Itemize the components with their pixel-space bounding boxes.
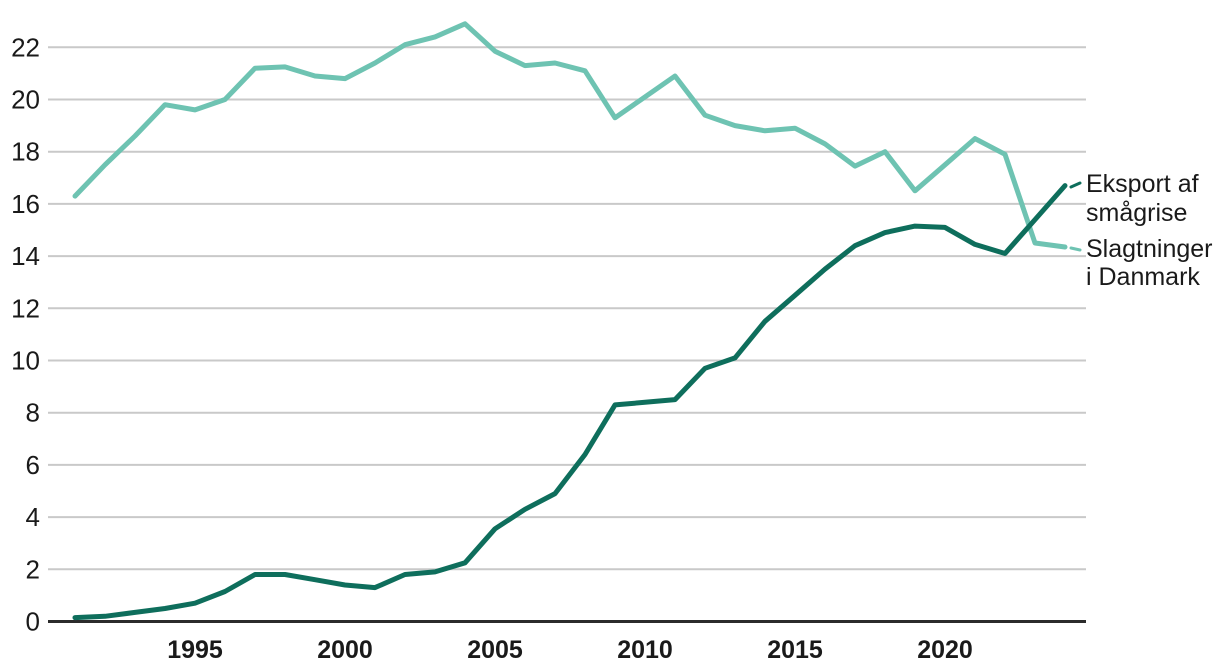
series-label-eksport-line2: smågrise — [1086, 199, 1187, 227]
x-axis-labels: 1995 2000 2005 2010 2015 2020 — [167, 636, 973, 664]
y-tick-label: 18 — [11, 137, 40, 167]
series-label-eksport-line1: Eksport af — [1086, 170, 1199, 198]
series-label-slagtninger-line2: i Danmark — [1086, 263, 1200, 291]
gridlines — [48, 46, 1086, 623]
leader-eksport-dash — [1069, 181, 1082, 189]
x-tick-label: 2000 — [317, 636, 373, 664]
series-lines — [72, 21, 1068, 621]
y-tick-label: 22 — [11, 32, 40, 62]
series-label-slagtninger-line1: Slagtninger — [1086, 235, 1212, 263]
y-axis-labels: 0 2 4 6 8 10 12 14 16 18 20 22 — [11, 32, 40, 636]
x-tick-label: 2005 — [467, 636, 523, 664]
y-tick-label: 0 — [26, 607, 40, 637]
y-tick-label: 8 — [26, 398, 40, 428]
x-tick-label: 2010 — [617, 636, 673, 664]
y-tick-label: 6 — [26, 450, 40, 480]
y-tick-label: 2 — [26, 554, 40, 584]
y-tick-label: 16 — [11, 189, 40, 219]
y-tick-label: 10 — [11, 346, 40, 376]
y-tick-label: 20 — [11, 85, 40, 115]
y-tick-label: 4 — [26, 502, 40, 532]
series-line-slagtninger — [72, 21, 1068, 250]
y-tick-label: 14 — [11, 241, 40, 271]
leader-slagtninger-dash — [1069, 246, 1082, 252]
y-tick-label: 12 — [11, 293, 40, 323]
x-tick-label: 2020 — [917, 636, 973, 664]
x-tick-label: 1995 — [167, 636, 223, 664]
x-tick-label: 2015 — [767, 636, 823, 664]
series-line-eksport — [72, 183, 1068, 621]
